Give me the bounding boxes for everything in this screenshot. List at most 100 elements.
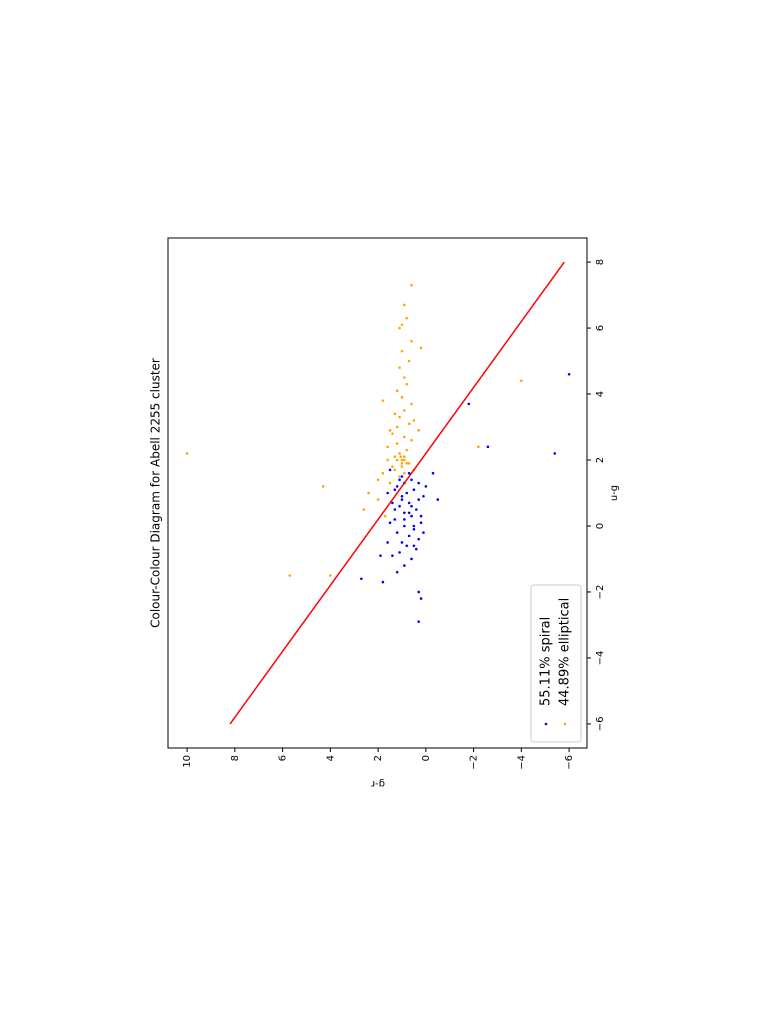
point [405,462,409,465]
point [386,491,389,495]
point [407,501,411,505]
point [367,491,370,495]
point [395,389,399,393]
point [400,465,404,468]
point [393,468,397,472]
point [417,429,420,432]
point [379,554,382,557]
point [398,551,401,554]
point [388,521,392,524]
point [398,452,401,455]
point [405,316,409,320]
point [419,521,423,524]
y-tick-label: 6 [278,755,289,761]
x-tick-label: 4 [595,391,606,397]
point [403,435,406,439]
y-tick-label: 10 [182,755,193,768]
point [419,346,423,350]
point [329,574,332,577]
y-tick-label: 8 [230,755,241,761]
point [431,471,435,475]
point [422,494,425,498]
point [410,478,413,482]
x-axis-label: u-g [609,485,620,501]
y-tick-label: −4 [516,755,527,770]
point [398,504,401,508]
point [288,574,292,577]
point [376,478,380,482]
point [486,445,490,449]
point [395,425,399,429]
point [400,396,404,399]
point [400,494,404,498]
point [393,412,397,416]
point [410,514,413,518]
point [400,323,404,327]
x-tick-label: 0 [595,523,606,529]
legend-box [530,584,582,743]
point [386,458,389,462]
point [405,382,409,386]
x-tick-label: −6 [595,717,606,732]
point [383,514,387,518]
point [407,359,411,363]
point [400,458,404,462]
point [321,485,325,488]
point [417,590,420,594]
point [410,504,413,508]
point [362,508,366,511]
fit-line [229,261,565,725]
point [403,376,406,379]
point [398,475,401,478]
point [412,419,416,422]
point [412,524,416,528]
point [419,597,423,600]
point [391,554,394,557]
point [395,442,399,445]
point [403,564,406,567]
x-tick-label: −2 [595,585,606,600]
x-tick-label: 2 [595,457,606,463]
point [400,475,404,478]
point [410,557,413,561]
point [395,458,399,462]
point [567,372,571,376]
point [414,508,418,511]
point [407,534,411,538]
point [360,577,363,581]
y-tick-label: 4 [325,755,336,761]
legend-marker [544,722,548,726]
point [403,409,406,412]
point [412,527,416,531]
point [407,471,411,475]
point [403,511,406,515]
y-tick-label: 2 [373,755,384,761]
chart-title: Colour-Colour Diagram for Abell 2255 clu… [149,358,163,628]
legend-label: 44.89% elliptical [558,598,573,706]
point [395,531,399,534]
point [436,498,440,501]
point [398,415,401,419]
point [412,488,416,492]
point [391,432,394,435]
point [403,471,406,475]
y-tick-label: −6 [564,755,575,770]
point [185,452,189,455]
point [414,547,418,551]
point [381,580,385,584]
y-tick-label: −2 [469,755,480,770]
point [424,485,428,488]
point [400,349,404,353]
y-tick-label: 0 [421,755,432,761]
point [417,620,420,623]
point [403,518,406,521]
point [386,445,389,449]
point [400,541,404,544]
x-tick-label: 8 [595,259,606,265]
point [376,498,380,501]
point [386,541,389,544]
point [403,455,406,459]
point [393,455,397,459]
point [388,468,392,472]
